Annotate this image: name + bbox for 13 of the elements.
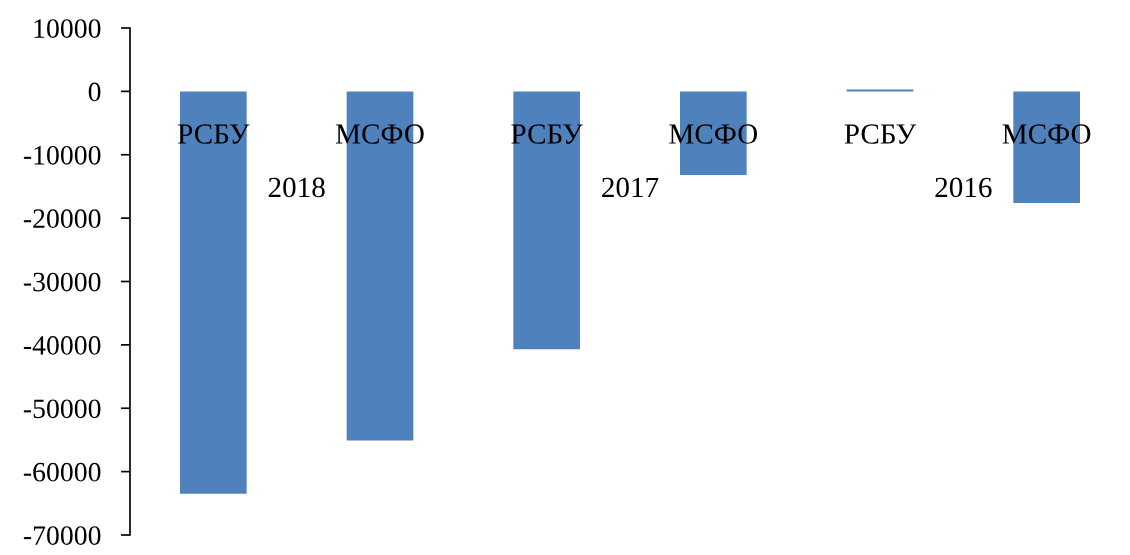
annotation: 2016 bbox=[935, 177, 992, 198]
y-tick-label: -40000 bbox=[23, 336, 101, 355]
y-tick-label: -60000 bbox=[23, 462, 101, 482]
y-tick-label: -50000 bbox=[23, 399, 101, 419]
x-tick-label: РСБУ bbox=[844, 124, 917, 144]
y-tick-label: -10000 bbox=[23, 145, 101, 165]
y-tick-label: -70000 bbox=[23, 526, 101, 545]
y-tick-label: 0 bbox=[88, 82, 101, 102]
y-tick-label: 10000 bbox=[34, 19, 101, 38]
annotation: 2018 bbox=[268, 177, 325, 198]
y-tick-label: -20000 bbox=[23, 209, 101, 229]
y-tick-label: -30000 bbox=[23, 272, 101, 292]
annotation: 2017 bbox=[602, 177, 659, 198]
